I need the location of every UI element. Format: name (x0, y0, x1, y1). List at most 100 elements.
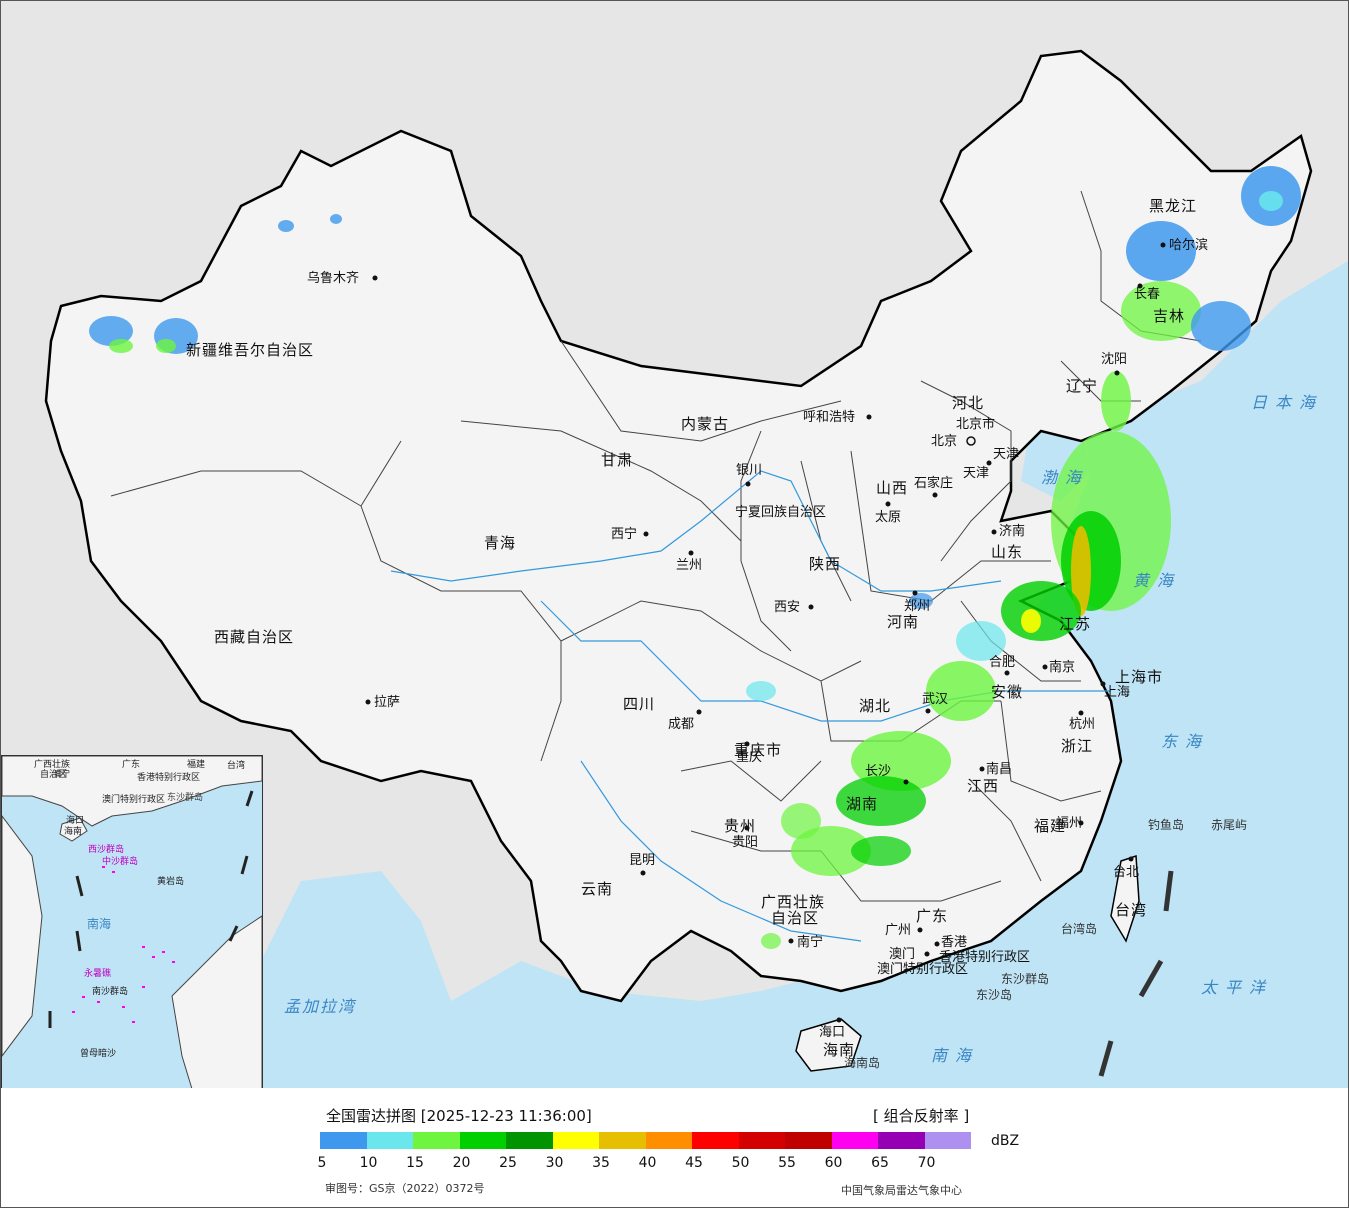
unit-label: dBZ (991, 1133, 1020, 1149)
label-zhejiang: 浙江 (1061, 737, 1093, 755)
label-xizang: 西藏自治区 (214, 628, 294, 646)
scale-swatch-9 (738, 1132, 785, 1149)
taiwan-island (1110, 854, 1140, 943)
color-scale (320, 1132, 971, 1149)
inset-label-macau: 澳门特别行政区 (102, 793, 165, 805)
inset-label-nanning: 南宁 (54, 768, 70, 778)
city-chengdu: 成都 (668, 717, 694, 732)
city-xining: 西宁 (611, 526, 637, 542)
scale-ticks: 5 10 15 20 25 30 35 40 45 50 55 60 65 70 (317, 1155, 980, 1173)
city-hongkong: 香港 (941, 935, 967, 950)
scale-tick-label: 30 (545, 1155, 564, 1171)
scale-tick-label: 20 (452, 1155, 471, 1171)
city-harbin: 哈尔滨 (1169, 237, 1208, 253)
inset-label-huangyan: 黄岩岛 (157, 875, 184, 887)
island-labels: 钓鱼岛 赤尾屿 台湾岛 东沙群岛 东沙岛 海南岛 (844, 817, 1247, 1070)
inset-label-taiwan: 台湾 (227, 759, 245, 771)
scale-swatch-12 (878, 1132, 925, 1149)
label-hebei: 河北 (952, 394, 984, 412)
scale-tick-label: 65 (871, 1155, 889, 1171)
province-borders (110, 190, 1202, 902)
city-shenyang: 沈阳 (1101, 352, 1127, 367)
inset-label-yongshu: 永暑礁 (84, 967, 111, 979)
scale-tick-label: 35 (592, 1155, 610, 1171)
label-guangxi: 广西壮族 (761, 893, 825, 911)
label-jilin: 吉林 (1153, 307, 1185, 325)
label-qinghai: 青海 (484, 534, 516, 552)
inset-label-guangxi: 广西壮族 (34, 758, 70, 770)
scale-swatch-10 (785, 1132, 832, 1149)
label-jiangxi: 江西 (967, 777, 999, 795)
island-diaoyu: 钓鱼岛 (1148, 817, 1184, 832)
city-yinchuan: 银川 (736, 463, 762, 478)
sea-east: 东海 (1161, 732, 1209, 751)
scale-swatch-11 (831, 1132, 878, 1149)
sea-area (1001, 261, 1348, 1088)
inset-label-zengmu: 曾母暗沙 (80, 1047, 116, 1059)
island-dongsha-group: 东沙群岛 (1001, 971, 1049, 986)
credit-label: 中国气象局雷达气象中心 (841, 1184, 962, 1197)
scale-tick-label: 5 (317, 1155, 327, 1171)
map-area[interactable]: 新疆维吾尔自治区 西藏自治区 青海 四川 云南 贵州 甘肃 内蒙古 黑龙江 吉林… (1, 1, 1348, 1088)
inset-label-hainan: 海南 (64, 825, 82, 837)
label-yunnan: 云南 (581, 880, 613, 898)
label-shanghai-city: 上海市 (1115, 668, 1163, 686)
island-dongsha: 东沙岛 (976, 987, 1012, 1002)
label-henan: 河南 (887, 613, 919, 631)
city-fuzhou: 福州 (1056, 816, 1082, 831)
inset-label-hk: 香港特别行政区 (137, 771, 200, 783)
label-beijing-city: 北京市 (956, 416, 995, 432)
city-guiyang: 贵阳 (732, 835, 758, 850)
scale-swatch-0 (320, 1132, 367, 1149)
inset-label-nansha: 南沙群岛 (92, 985, 128, 997)
inset-map: 广西壮族 自治区 南宁 广东 福建 台湾 香港特别行政区 澳门特别行政区 东沙群… (2, 756, 262, 1088)
city-changchun: 长春 (1134, 287, 1160, 302)
city-guangzhou: 广州 (885, 923, 911, 938)
label-macau-sar: 澳门特别行政区 (877, 961, 968, 977)
city-tianjin: 天津 (963, 466, 989, 481)
city-haikou: 海口 (819, 1025, 845, 1040)
label-liaoning: 辽宁 (1066, 377, 1098, 395)
scale-swatch-2 (413, 1132, 460, 1149)
city-wuhan: 武汉 (922, 692, 948, 707)
scale-tick-label: 70 (917, 1155, 936, 1171)
label-hongkong-sar: 香港特别行政区 (939, 950, 1030, 965)
inset-label-nanhai: 南海 (87, 916, 111, 931)
inset-label-zizhiqu: 自治区 (40, 768, 67, 780)
scale-swatch-4 (506, 1132, 553, 1149)
sea-japan: 日本海 (1251, 393, 1323, 412)
city-kunming: 昆明 (629, 853, 655, 868)
inset-label-zhongsha: 中沙群岛 (102, 855, 138, 867)
inset-label-guangdong: 广东 (122, 758, 140, 770)
scale-swatch-7 (645, 1132, 692, 1149)
scale-swatch-1 (366, 1132, 413, 1149)
label-shaanxi: 陕西 (809, 555, 841, 573)
label-guizhou: 贵州 (724, 817, 756, 835)
label-shanxi: 山西 (876, 479, 908, 497)
sea-labels: 日本海 渤海 黄海 东海 太平洋 南海 孟加拉湾 (284, 393, 1323, 1065)
scale-tick-label: 40 (638, 1155, 657, 1171)
city-nanchang: 南昌 (986, 761, 1012, 777)
label-hubei: 湖北 (859, 697, 891, 715)
scale-tick-label: 25 (499, 1155, 517, 1171)
label-jiangsu: 江苏 (1059, 615, 1091, 633)
scale-tick-label: 55 (778, 1155, 796, 1171)
city-shijiazhuang: 石家庄 (914, 475, 953, 491)
label-fujian: 福建 (1034, 817, 1066, 835)
city-changsha: 长沙 (865, 764, 891, 779)
label-guangxi-2: 自治区 (771, 909, 819, 927)
china-landmass (44, 49, 1313, 1003)
label-heilongjiang: 黑龙江 (1149, 197, 1197, 215)
island-taiwan: 台湾岛 (1061, 921, 1097, 936)
city-hohhot: 呼和浩特 (803, 410, 855, 425)
sea-pacific: 太平洋 (1201, 978, 1273, 997)
label-taiwan: 台湾 (1115, 901, 1147, 919)
city-lanzhou: 兰州 (676, 558, 702, 573)
city-shanghai: 上海 (1104, 685, 1130, 700)
city-lhasa: 拉萨 (374, 695, 400, 710)
scale-tick-label: 60 (824, 1155, 843, 1171)
scale-tick-label: 50 (731, 1155, 750, 1171)
city-dots (365, 242, 1166, 1023)
city-hefei: 合肥 (989, 655, 1015, 670)
product-label: [ 组合反射率 ] (873, 1107, 970, 1125)
